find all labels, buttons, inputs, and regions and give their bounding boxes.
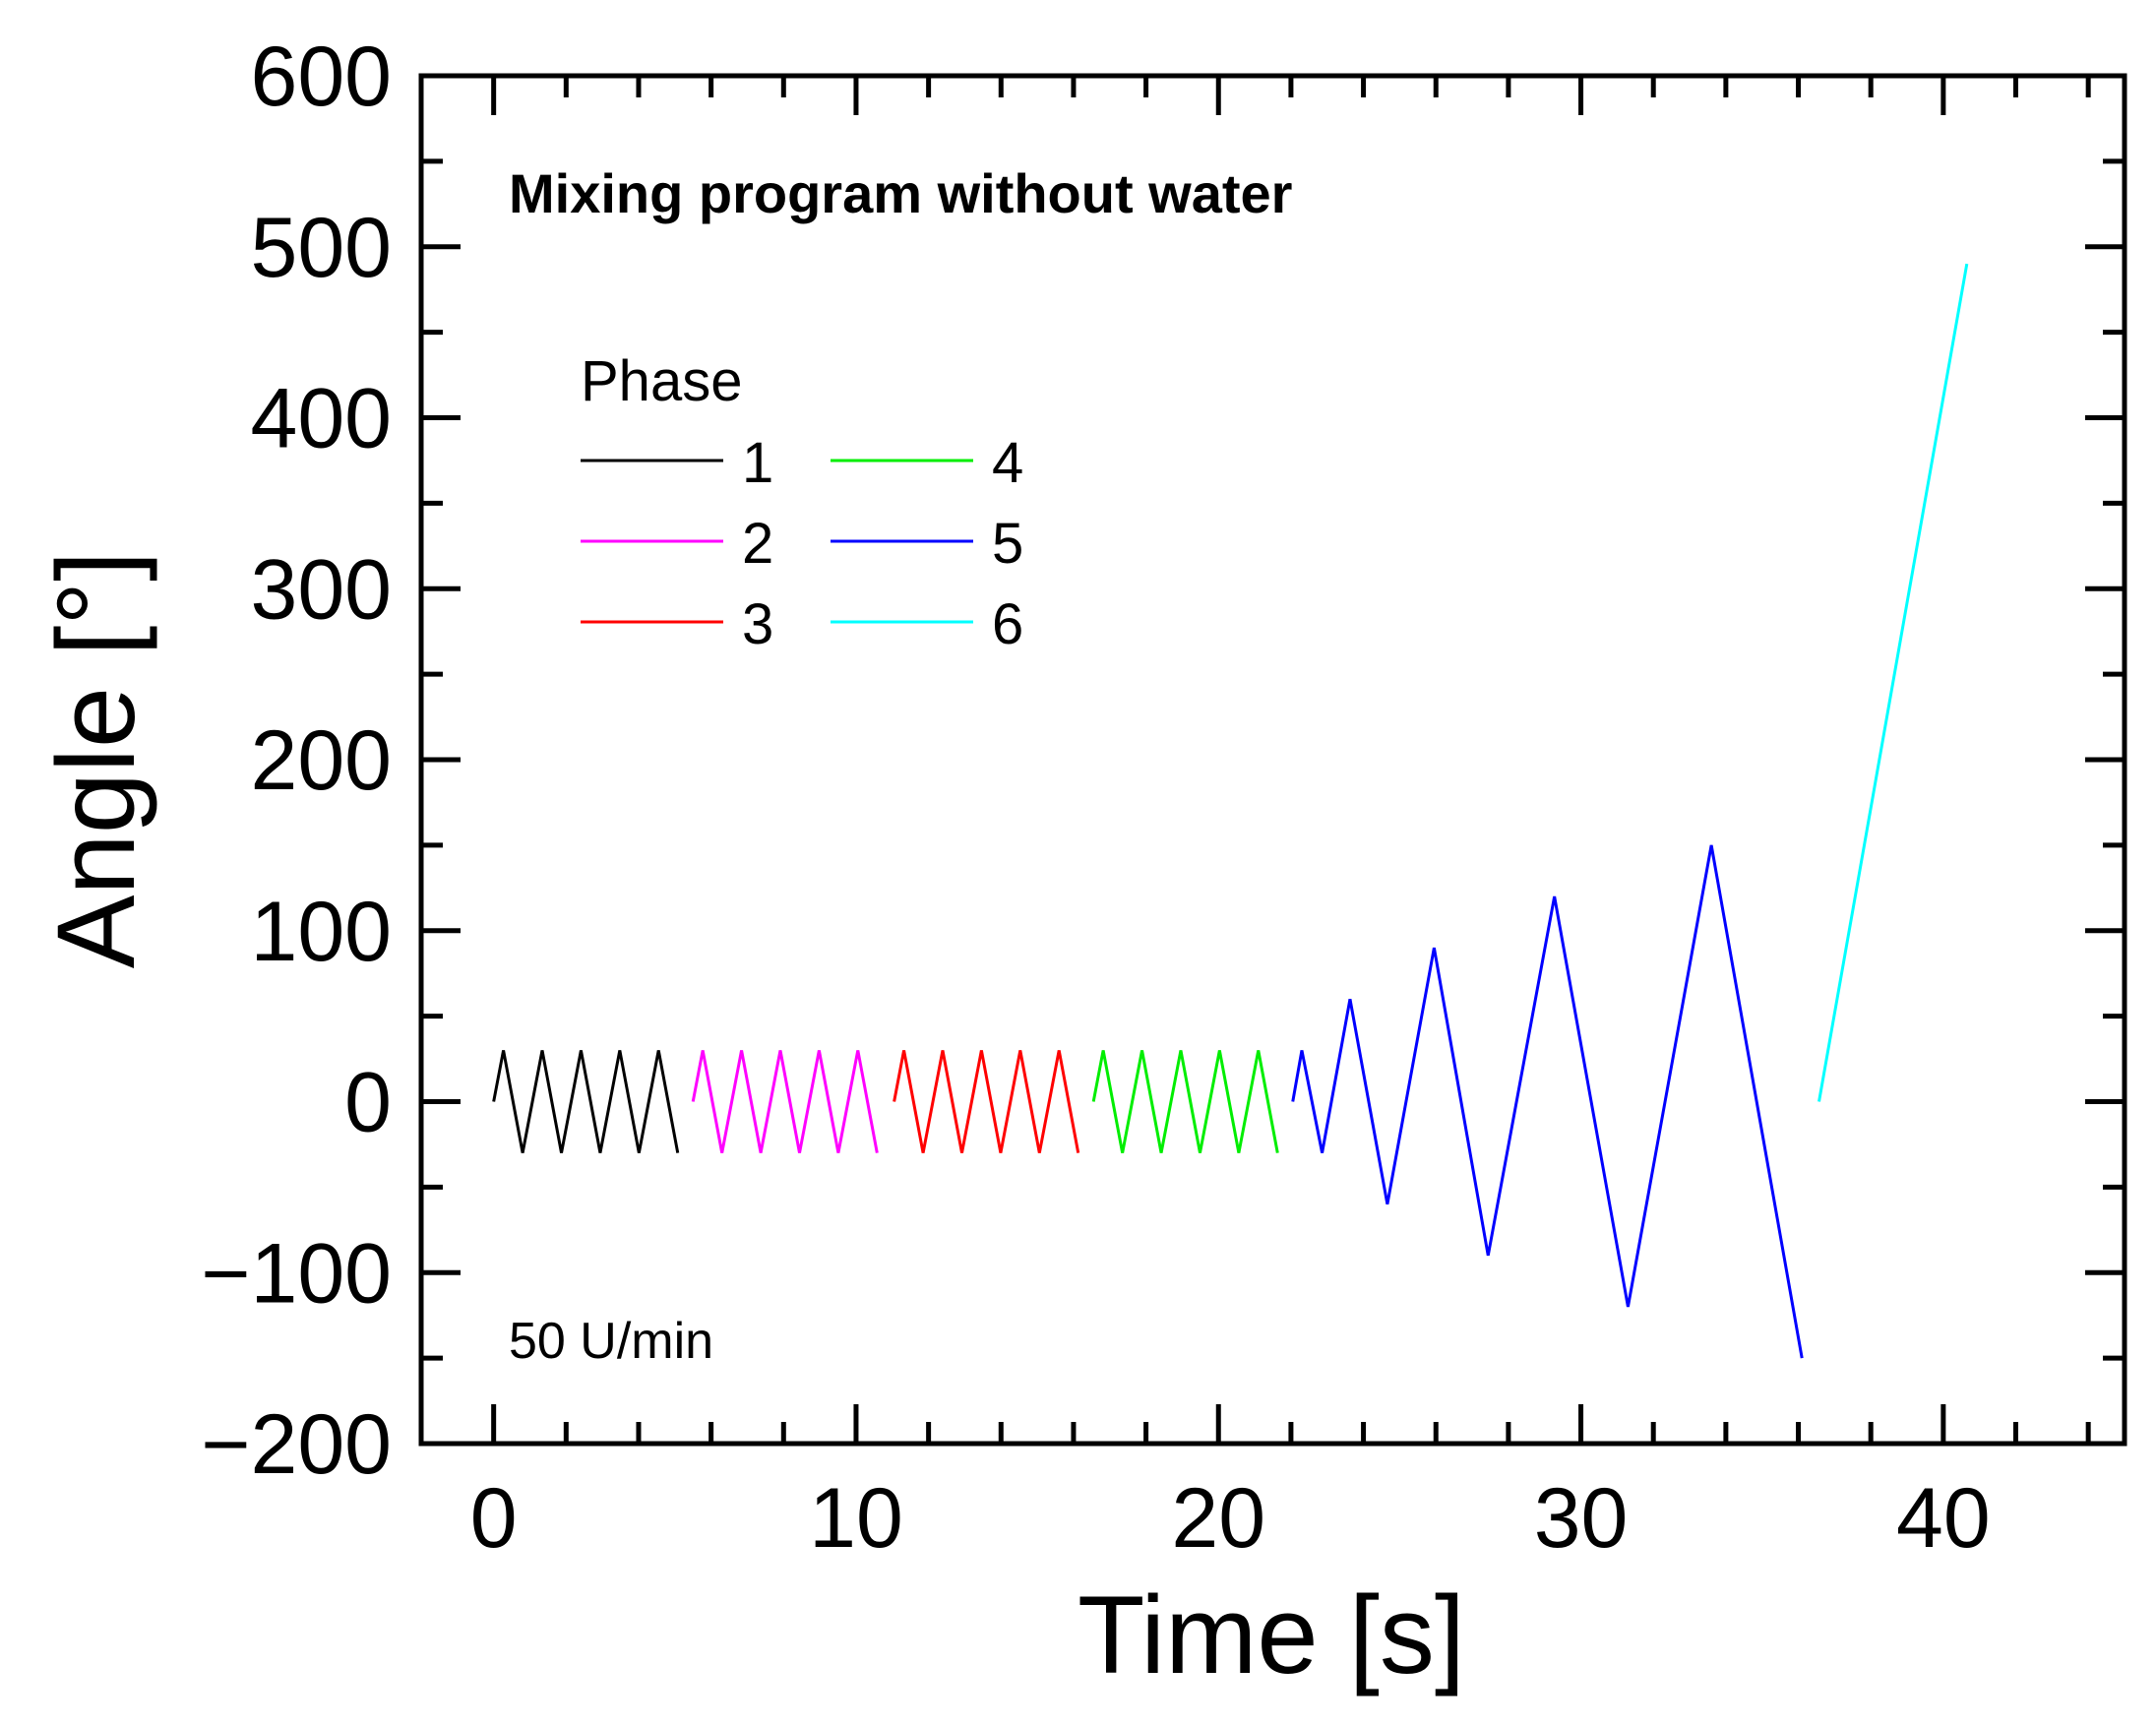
legend-label-4: 4 [992,431,1023,495]
y-tick-label: 0 [344,1056,392,1150]
legend-label-5: 5 [992,512,1023,576]
series-phase-6 [1817,263,1969,1102]
legend-label-2: 2 [742,512,773,576]
y-tick-label: 600 [251,30,393,124]
speed-annotation: 50 U/min [509,1313,713,1370]
legend-label-6: 6 [992,592,1023,656]
legend-title: Phase [581,349,742,413]
x-axis-title: Time [s] [1078,1573,1465,1696]
y-tick-labels: −200 −100 0 100 200 300 400 500 600 [201,30,392,1492]
series-phase-4 [1091,1050,1279,1153]
series-phase-2 [691,1050,879,1153]
series-phase-3 [893,1050,1080,1153]
y-tick-label: −200 [201,1397,392,1492]
x-tick-label: 40 [1896,1471,1991,1566]
series-phase-1 [492,1050,680,1153]
x-tick-label: 0 [470,1471,518,1566]
y-tick-label: −100 [201,1226,392,1321]
y-tick-label: 400 [251,372,393,466]
chart-title: Mixing program without water [509,162,1292,224]
series-lines [492,263,1969,1359]
y-tick-label: 200 [251,713,393,808]
y-tick-label: 100 [251,885,393,979]
plot-frame [418,73,2127,1447]
x-tick-label: 30 [1534,1471,1629,1566]
x-tick-label: 10 [809,1471,903,1566]
legend: 1 2 3 4 5 6 [581,431,1023,656]
x-tick-labels: 0 10 20 30 40 [470,1471,1991,1566]
series-phase-5 [1291,844,1804,1359]
legend-label-3: 3 [742,592,773,656]
y-tick-label: 500 [251,201,393,295]
axis-ticks [421,73,2125,1447]
legend-label-1: 1 [742,431,773,495]
y-axis-title: Angle [°] [34,551,157,969]
x-tick-label: 20 [1171,1471,1265,1566]
y-tick-label: 300 [251,542,393,637]
